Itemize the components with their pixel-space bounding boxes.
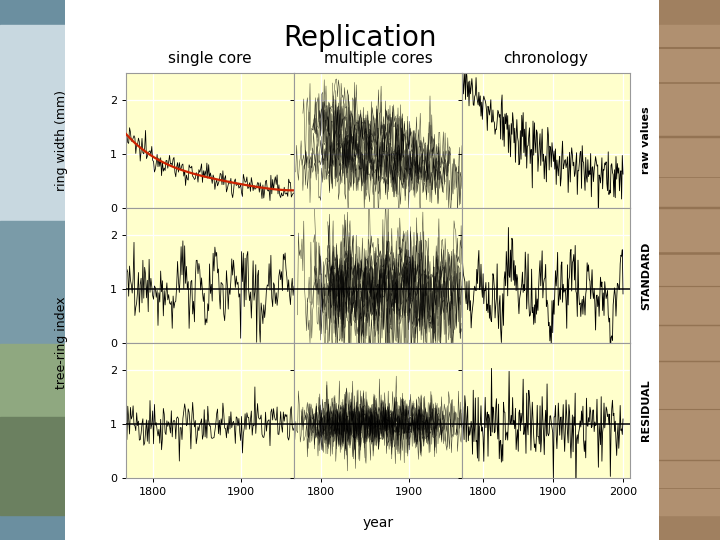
Text: year: year <box>362 516 394 530</box>
Text: Replication: Replication <box>283 24 437 52</box>
Text: tree-ring index: tree-ring index <box>55 296 68 389</box>
Bar <box>0 24 65 221</box>
Text: single core: single core <box>168 51 252 66</box>
Text: STANDARD: STANDARD <box>641 241 651 309</box>
Text: multiple cores: multiple cores <box>323 51 433 66</box>
Text: ring width (mm): ring width (mm) <box>55 90 68 191</box>
Text: chronology: chronology <box>503 51 588 66</box>
Bar <box>0 417 65 516</box>
Text: RESIDUAL: RESIDUAL <box>641 380 651 441</box>
Text: raw values: raw values <box>641 106 651 174</box>
Bar <box>0 343 65 417</box>
Bar <box>0 221 65 343</box>
